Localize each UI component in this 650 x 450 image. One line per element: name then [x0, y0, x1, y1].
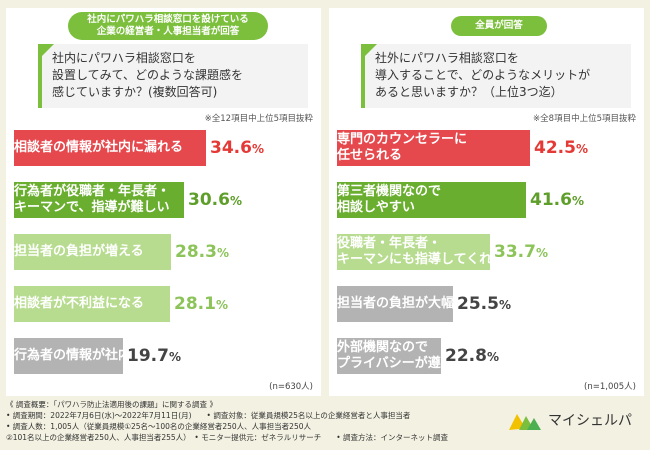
- survey-footer: 《 調査概要：「パワハラ防止法適用後の課題」に関する調査 》 • 調査期間：20…: [6, 400, 486, 444]
- right-question-box: 社外にパワハラ相談窓口を 導入することで、どのようなメリットが あると思いますか…: [361, 44, 631, 108]
- right-sample-size: (n=1,005人): [584, 382, 636, 392]
- right-question-corner: [365, 44, 377, 56]
- bar-4: [337, 286, 453, 322]
- bar-value-5: 19.7%: [127, 346, 181, 366]
- bar-label-5: 外部機関なので プライバシーが遵守される: [337, 340, 493, 372]
- bar-label-2: 第三者機関なので 相談しやすい: [337, 184, 442, 216]
- bar-label-5: 行為者の情報が社内に漏れる: [14, 348, 184, 363]
- bar-label-2: 行為者が役職者・年長者・ キーマンで、指導が難しい: [14, 184, 171, 216]
- right-question-text: 社外にパワハラ相談窓口を 導入することで、どのようなメリットが あると思いますか…: [375, 51, 591, 99]
- bar-label-1: 相談者の情報が社内に漏れる: [14, 140, 184, 155]
- bar-3: [337, 234, 490, 270]
- bar-3: [14, 234, 171, 270]
- left-question-text: 社内にパワハラ相談窓口を 設置してみて、どのような課題感を 感じていますか？(複…: [52, 51, 244, 99]
- left-note: ※全12項目中上位5項目抜粋: [204, 114, 313, 124]
- bar-5: [14, 338, 123, 374]
- logo-text: マイシェルパ: [548, 413, 632, 429]
- bar-value-2: 30.6%: [188, 190, 242, 210]
- bar-value-1: 34.6%: [210, 138, 264, 158]
- bar-value-4: 28.1%: [174, 294, 228, 314]
- bar-value-4: 25.5%: [457, 294, 511, 314]
- brand-logo: マイシェルパ: [508, 408, 632, 432]
- bar-value-5: 22.8%: [445, 346, 499, 366]
- bar-label-4: 担当者の負担が大幅に軽減される: [337, 296, 533, 311]
- survey-count-method: ②101名以上の企業経営者250人、人事担当者255人） • モニター提供元：ゼ…: [6, 432, 449, 442]
- bar-value-2: 41.6%: [530, 190, 584, 210]
- bar-2: [337, 182, 526, 218]
- survey-period-target: • 調査期間：2022年7月6日(水)～2022年7月11日(月) • 調査対象…: [6, 410, 411, 420]
- right-bar-chart: 専門のカウンセラーに 任せられる 42.5% 第三者機関なので 相談しやすい 41.6…: [329, 126, 644, 388]
- bar-4: [14, 286, 170, 322]
- bar-1: [337, 130, 530, 166]
- right-respondent-pill: 全員が回答: [451, 16, 547, 36]
- left-panel: 社内にパワハラ相談窓口を設けている 企業の経営者・人事担当者が回答 社内にパワハ…: [6, 8, 321, 396]
- right-panel: 全員が回答 社外にパワハラ相談窓口を 導入することで、どのようなメリットが ある…: [329, 8, 644, 396]
- bar-label-3: 役職者・年長者・ キーマンにも指導してくれる: [337, 236, 506, 268]
- survey-count: • 調査人数：1,005人（従業員規模①25名～100名の企業経営者250人、人…: [6, 421, 311, 431]
- left-question-corner: [42, 44, 54, 56]
- bar-label-4: 相談者が不利益になる: [14, 296, 145, 311]
- left-respondent-pill: 社内にパワハラ相談窓口を設けている 企業の経営者・人事担当者が回答: [68, 12, 268, 40]
- bar-5: [337, 338, 441, 374]
- bar-1: [14, 130, 206, 166]
- right-note: ※全8項目中上位5項目抜粋: [533, 114, 636, 124]
- survey-title: 《 調査概要：「パワハラ防止法適用後の課題」に関する調査 》: [6, 400, 217, 409]
- bar-label-3: 担当者の負担が増える: [14, 244, 144, 259]
- bar-value-1: 42.5%: [534, 138, 588, 158]
- left-sample-size: (n=630人): [269, 382, 313, 392]
- bar-value-3: 28.3%: [175, 242, 229, 262]
- bar-value-3: 33.7%: [494, 242, 548, 262]
- bar-label-1: 専門のカウンセラーに 任せられる: [337, 132, 468, 164]
- left-bar-chart: 相談者の情報が社内に漏れる 34.6% 行為者が役職者・年長者・ キーマンで、指導が…: [6, 126, 321, 388]
- left-question-box: 社内にパワハラ相談窓口を 設置してみて、どのような課題感を 感じていますか？(複…: [38, 44, 308, 108]
- bar-2: [14, 182, 184, 218]
- mountain-logo-icon: [509, 414, 541, 430]
